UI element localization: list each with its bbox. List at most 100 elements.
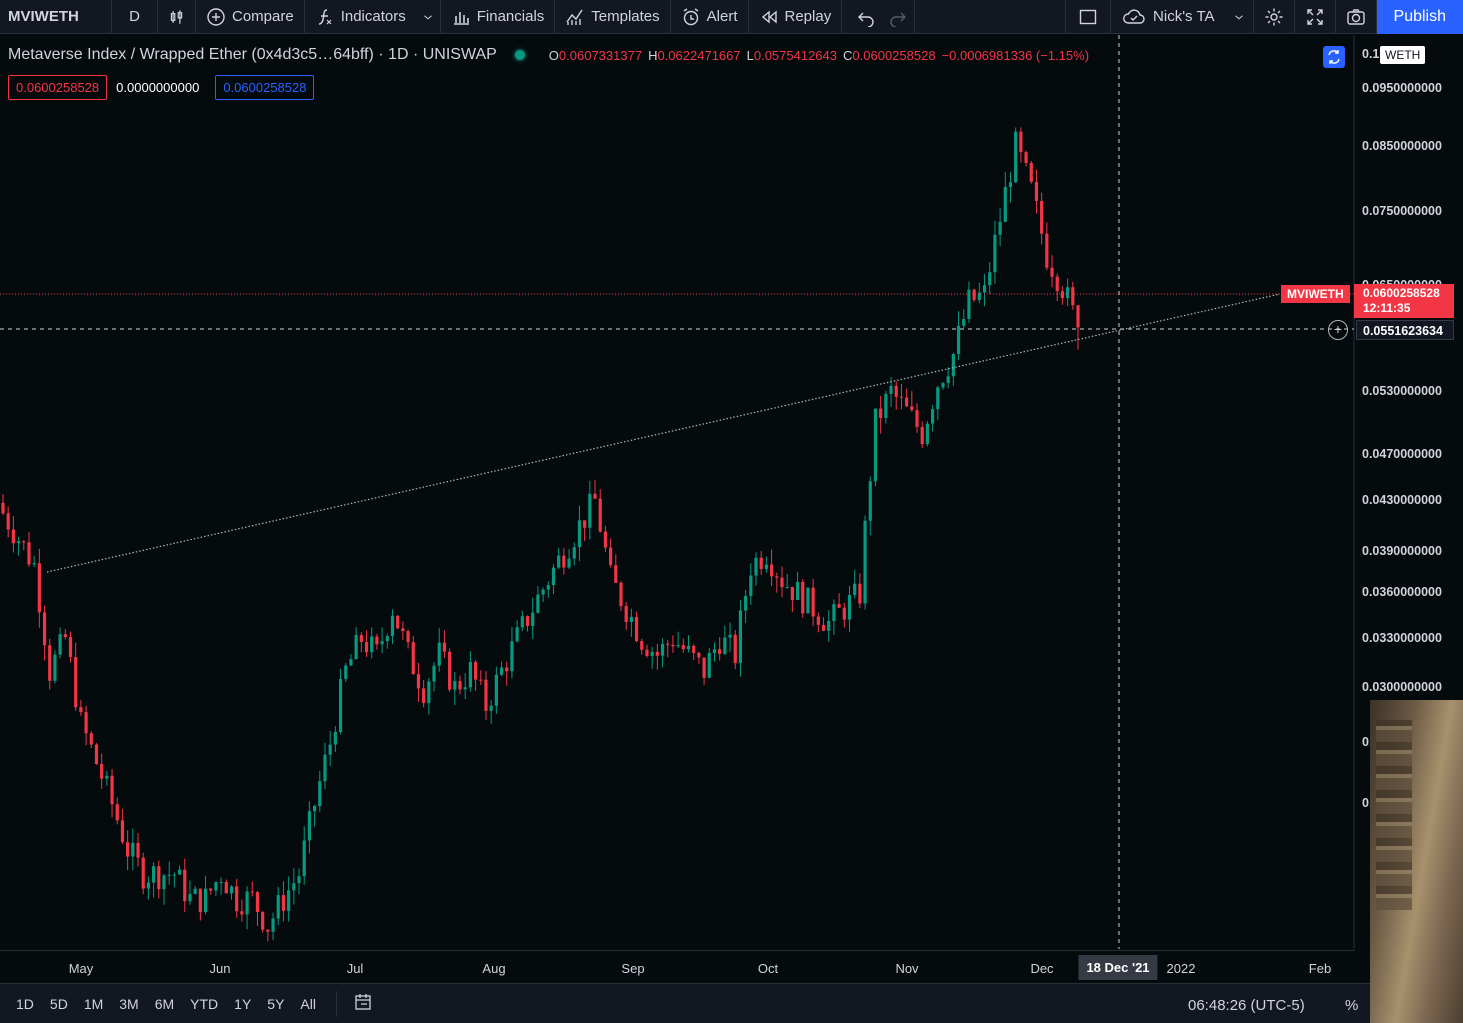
candle-body (94, 744, 99, 765)
candle-body (437, 642, 441, 666)
candle-body (312, 805, 317, 812)
percent-toggle[interactable]: % (1345, 997, 1359, 1014)
settings-button[interactable] (1254, 0, 1295, 34)
price-label: 0.0390000000 (1362, 543, 1442, 558)
candle-body (956, 325, 961, 354)
high-key: H (648, 47, 658, 63)
goto-date-button[interactable] (337, 992, 389, 1015)
sync-button[interactable] (1323, 46, 1345, 68)
alert-button[interactable]: Alert (671, 0, 749, 34)
layout-dropdown[interactable] (1225, 0, 1254, 34)
sell-price-button[interactable]: 0.0600258528 (8, 75, 108, 100)
candle-body (157, 866, 161, 890)
candle-body (292, 883, 296, 891)
timezone-clock[interactable]: 06:48:26 (UTC-5) (1188, 997, 1305, 1014)
candle-body (126, 842, 130, 857)
instrument-title[interactable]: Metaverse Index / Wrapped Ether (0x4d3c5… (8, 46, 497, 63)
candlestick-chart[interactable] (0, 35, 1463, 949)
candle-body (1008, 182, 1013, 188)
candle-body (562, 555, 566, 568)
candle-body (962, 318, 966, 326)
time-axis[interactable]: May Jun Jul Aug Sep Oct Nov Dec 2022 Feb… (0, 950, 1355, 982)
candle-body (972, 289, 976, 301)
candle-body (1014, 131, 1018, 183)
candle-body (510, 641, 514, 672)
candle-body (915, 410, 919, 427)
chart-pane[interactable] (0, 35, 1463, 949)
candle-body (146, 882, 151, 889)
candle-body (603, 531, 608, 548)
candle-body (364, 641, 369, 653)
snapshot-button[interactable] (1336, 0, 1377, 34)
sync-icon (1328, 50, 1340, 64)
layout-toggle-button[interactable] (1066, 0, 1112, 34)
candle-body (993, 234, 997, 273)
candle-body (224, 882, 228, 894)
candle-body (32, 563, 36, 565)
candle-body (588, 493, 592, 528)
candle-body (255, 892, 260, 913)
candle-body (240, 911, 244, 915)
top-toolbar: MVIWETH D Compare Indicators Financials … (0, 0, 1463, 34)
candle-body (479, 679, 483, 681)
financials-button[interactable]: Financials (441, 0, 556, 34)
indicators-dropdown[interactable] (416, 0, 441, 34)
compare-button[interactable]: Compare (196, 0, 305, 34)
publish-button[interactable]: Publish (1376, 0, 1463, 34)
interval-button[interactable]: D (112, 0, 158, 34)
alert-label: Alert (706, 8, 738, 25)
time-label-feb: Feb (1308, 961, 1332, 976)
candle-body (177, 869, 182, 875)
candle-body (131, 842, 135, 857)
range-ytd[interactable]: YTD (190, 995, 219, 1012)
chart-type-button[interactable] (158, 0, 196, 34)
range-5y[interactable]: 5Y (267, 995, 285, 1012)
symbol-search-button[interactable]: MVIWETH (0, 0, 112, 34)
templates-button[interactable]: Templates (555, 0, 671, 34)
candle-body (515, 627, 519, 642)
range-6m[interactable]: 6M (154, 995, 175, 1012)
bottom-toolbar: 1D 5D 1M 3M 6M YTD 1Y 5Y All 06:48:26 (U… (0, 983, 1463, 1023)
redo-button[interactable] (882, 0, 916, 34)
candle-body (333, 731, 337, 745)
range-1y[interactable]: 1Y (234, 995, 252, 1012)
range-1d[interactable]: 1D (16, 995, 34, 1012)
replay-button[interactable]: Replay (749, 0, 843, 34)
toolbar-spacer (915, 0, 1067, 34)
candle-body (48, 645, 52, 681)
low-key: L (746, 47, 754, 63)
add-alert-plus-icon[interactable]: + (1328, 320, 1348, 340)
candle-body (884, 393, 888, 418)
candle-body (489, 705, 493, 711)
candle-body (271, 918, 275, 932)
range-3m[interactable]: 3M (119, 995, 139, 1012)
market-status-dot[interactable] (514, 50, 525, 60)
candle-body (307, 811, 312, 841)
candle-body (712, 649, 717, 653)
candle-body (1060, 291, 1065, 299)
range-5d[interactable]: 5D (49, 995, 68, 1012)
candle-body (84, 712, 88, 734)
candle-body (785, 586, 789, 588)
alarm-clock-icon (683, 7, 699, 25)
candle-body (297, 876, 301, 884)
undo-button[interactable] (842, 0, 882, 34)
range-1m[interactable]: 1M (83, 995, 104, 1012)
candle-body (925, 423, 929, 445)
candle-body (442, 642, 447, 652)
range-all[interactable]: All (300, 995, 316, 1012)
indicators-button[interactable]: Indicators (305, 0, 416, 34)
candle-body (536, 594, 540, 613)
candle-body (390, 615, 395, 637)
fullscreen-button[interactable] (1295, 0, 1336, 34)
candle-body (53, 654, 57, 681)
candle-body (863, 520, 867, 604)
symbol-label: MVIWETH (8, 8, 79, 25)
buy-price-button[interactable]: 0.0600258528 (215, 75, 315, 100)
compare-label: Compare (232, 8, 294, 25)
indicators-label: Indicators (340, 8, 406, 25)
layout-name-button[interactable]: Nick's TA (1111, 0, 1224, 34)
time-label-sep: Sep (621, 961, 645, 976)
candle-body (245, 891, 249, 915)
open-key: O (548, 47, 559, 63)
